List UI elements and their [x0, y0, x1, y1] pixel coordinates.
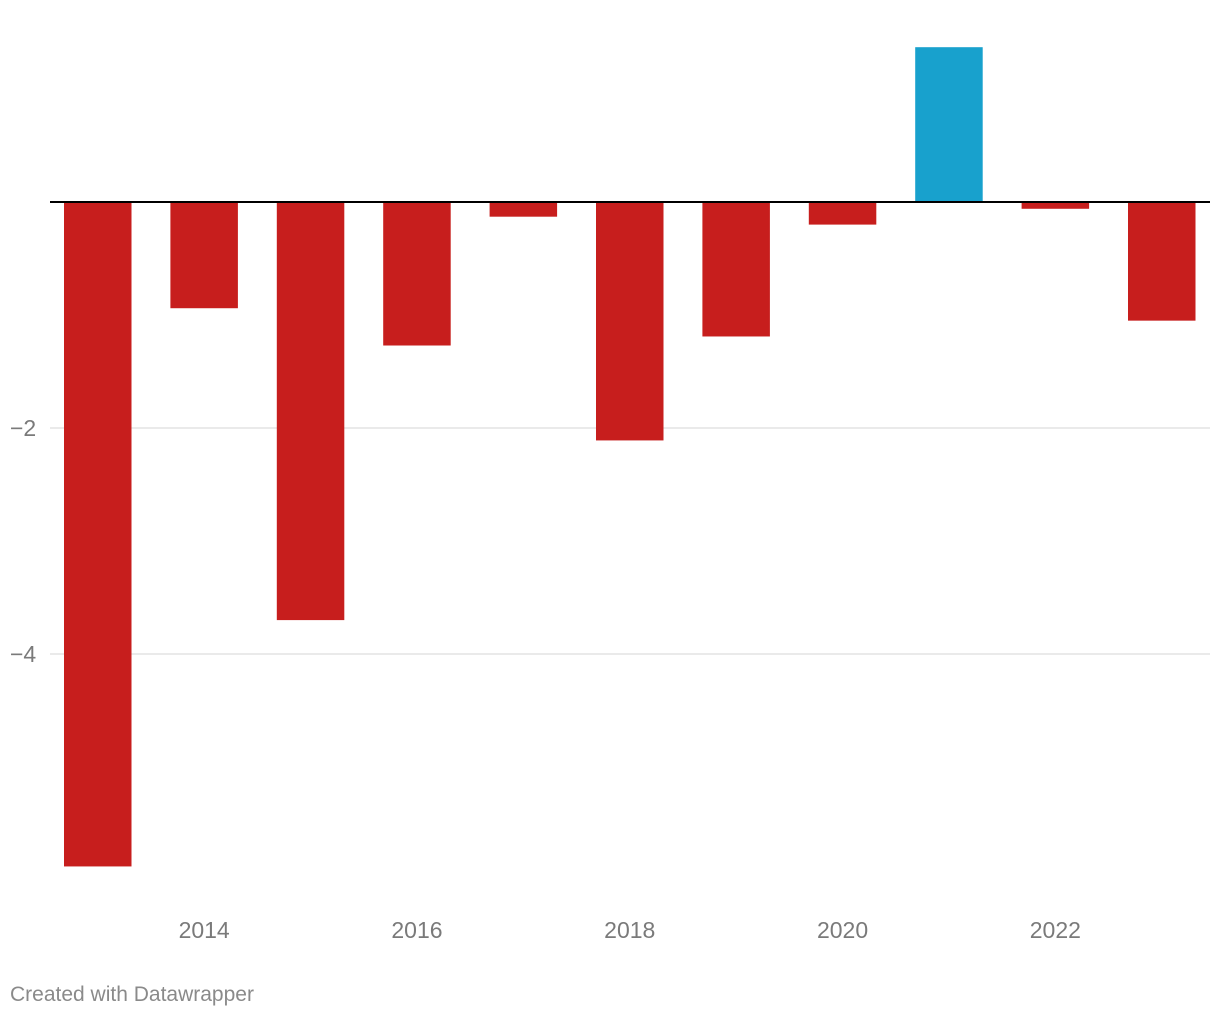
bars — [64, 47, 1196, 867]
x-tick-label: 2020 — [817, 917, 868, 943]
bar-2019 — [702, 202, 770, 337]
bar-2023 — [1128, 202, 1196, 321]
bar-chart: −2 −4 2014 2016 2018 2020 2022 — [10, 47, 1210, 943]
bar-2018 — [596, 202, 664, 441]
bar-2013 — [64, 202, 132, 867]
x-tick-label: 2016 — [391, 917, 442, 943]
y-tick-label: −2 — [10, 415, 36, 441]
bar-2014 — [170, 202, 238, 309]
bar-2016 — [383, 202, 451, 346]
bar-2015 — [276, 202, 345, 621]
bar-2021 — [915, 47, 983, 202]
datawrapper-credit: Created with Datawrapper — [10, 983, 254, 1006]
gridlines — [50, 427, 1210, 655]
x-axis-labels: 2014 2016 2018 2020 2022 — [179, 917, 1081, 943]
bar-2022 — [1021, 202, 1090, 209]
x-tick-label: 2014 — [179, 917, 230, 943]
bar-2020 — [808, 202, 877, 225]
x-tick-label: 2018 — [604, 917, 655, 943]
x-tick-label: 2022 — [1030, 917, 1081, 943]
y-tick-label: −4 — [10, 641, 36, 667]
y-axis-labels: −2 −4 — [10, 415, 36, 667]
bar-2017 — [489, 202, 558, 217]
